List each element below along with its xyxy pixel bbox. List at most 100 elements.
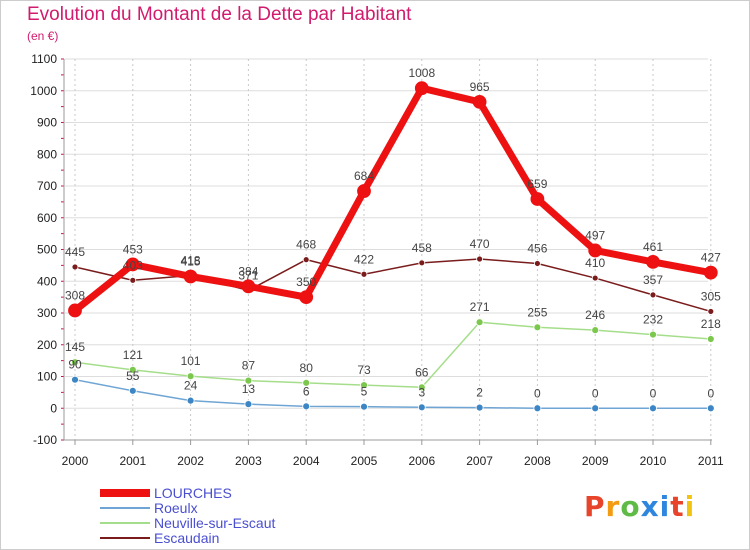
data-point bbox=[71, 358, 79, 367]
data-point bbox=[71, 263, 79, 271]
data-label: 13 bbox=[242, 382, 256, 396]
data-point bbox=[534, 260, 541, 267]
logo-letter: i bbox=[659, 490, 671, 523]
x-tick-label: 2001 bbox=[119, 454, 146, 468]
data-point bbox=[472, 94, 487, 109]
data-label: 456 bbox=[527, 241, 547, 255]
logo-letter: o bbox=[620, 490, 641, 523]
chart-legend: LOURCHESRoeulxNeuville-sur-EscautEscauda… bbox=[100, 485, 275, 546]
data-point bbox=[302, 256, 310, 264]
series-line bbox=[71, 84, 715, 314]
data-point bbox=[649, 291, 657, 299]
data-label: 410 bbox=[585, 256, 605, 270]
data-label: 101 bbox=[181, 354, 201, 368]
x-tick-label: 2005 bbox=[351, 454, 378, 468]
chart-unit-label: (en €) bbox=[27, 29, 59, 43]
data-label: 255 bbox=[527, 305, 547, 319]
data-point bbox=[241, 279, 256, 294]
data-point bbox=[128, 365, 137, 374]
data-label: 470 bbox=[470, 237, 490, 251]
data-point bbox=[414, 81, 429, 96]
x-tick-label: 2009 bbox=[582, 454, 609, 468]
data-label: 458 bbox=[412, 241, 432, 255]
chart-series bbox=[68, 81, 718, 413]
data-point bbox=[475, 403, 484, 412]
data-label: 121 bbox=[123, 348, 143, 362]
data-point bbox=[68, 303, 82, 318]
data-point bbox=[649, 330, 657, 339]
x-tick-label: 2010 bbox=[640, 454, 667, 468]
data-point bbox=[299, 290, 314, 305]
data-label: 415 bbox=[181, 254, 201, 268]
x-tick-label: 2011 bbox=[698, 454, 724, 468]
data-label: 5 bbox=[361, 385, 368, 399]
x-tick-label: 2000 bbox=[62, 454, 89, 468]
y-tick-label: 300 bbox=[37, 306, 57, 320]
data-label: 271 bbox=[470, 300, 490, 314]
data-label: 461 bbox=[643, 240, 663, 254]
data-label: 73 bbox=[357, 363, 371, 377]
data-point bbox=[417, 403, 426, 412]
y-tick-label: -100 bbox=[33, 433, 57, 447]
data-label: 87 bbox=[242, 359, 256, 373]
data-point bbox=[703, 265, 718, 280]
data-point bbox=[360, 270, 368, 278]
legend-label: LOURCHES bbox=[154, 485, 232, 501]
x-tick-label: 2008 bbox=[524, 454, 551, 468]
legend-label: Neuville-sur-Escaut bbox=[154, 515, 275, 531]
data-point bbox=[588, 243, 603, 258]
data-point bbox=[360, 381, 368, 389]
data-point bbox=[591, 326, 600, 335]
data-point bbox=[591, 274, 599, 282]
y-tick-label: 900 bbox=[37, 116, 57, 130]
data-point bbox=[476, 255, 484, 263]
data-label: 468 bbox=[296, 238, 316, 252]
data-point bbox=[646, 254, 660, 269]
y-tick-label: 1000 bbox=[30, 84, 57, 98]
data-label: 453 bbox=[123, 242, 143, 256]
data-label: 659 bbox=[527, 177, 547, 191]
data-point bbox=[125, 257, 140, 272]
data-label: 427 bbox=[701, 251, 721, 265]
x-tick-label: 2006 bbox=[408, 454, 435, 468]
data-point bbox=[183, 269, 198, 284]
data-label: 232 bbox=[643, 313, 663, 327]
data-label: 684 bbox=[354, 169, 374, 183]
data-point bbox=[706, 404, 715, 413]
data-point bbox=[530, 192, 545, 206]
data-label: 445 bbox=[65, 245, 85, 259]
data-point bbox=[533, 404, 542, 413]
data-label: 2 bbox=[476, 386, 483, 400]
data-label: 371 bbox=[238, 268, 258, 282]
series-line bbox=[74, 258, 712, 313]
data-label: 403 bbox=[123, 258, 143, 272]
data-label: 422 bbox=[354, 252, 374, 266]
data-label: 350 bbox=[296, 275, 316, 289]
data-label: 145 bbox=[65, 340, 85, 354]
data-point bbox=[707, 308, 715, 315]
data-label: 965 bbox=[470, 80, 490, 94]
x-tick-label: 2002 bbox=[177, 454, 204, 468]
y-tick-label: 600 bbox=[37, 211, 57, 225]
legend-label: Escaudain bbox=[154, 530, 219, 546]
data-label: 218 bbox=[701, 317, 721, 331]
data-point bbox=[706, 335, 715, 343]
chart-title: Evolution du Montant de la Dette par Hab… bbox=[27, 4, 412, 25]
y-tick-label: 100 bbox=[37, 370, 57, 384]
data-label: 80 bbox=[300, 361, 314, 375]
x-tick-label: 2004 bbox=[293, 454, 320, 468]
data-label: 1008 bbox=[408, 66, 435, 80]
data-point bbox=[302, 378, 311, 387]
data-point bbox=[244, 376, 253, 385]
series-line bbox=[74, 321, 712, 389]
legend-label: Roeulx bbox=[154, 500, 198, 516]
data-point bbox=[186, 372, 195, 381]
data-label: 0 bbox=[534, 386, 541, 400]
data-label: 0 bbox=[707, 386, 714, 400]
y-tick-label: 500 bbox=[37, 243, 57, 257]
data-label: 305 bbox=[701, 289, 721, 303]
logo-letter: t bbox=[670, 490, 685, 523]
x-tick-label: 2003 bbox=[235, 454, 262, 468]
y-tick-label: 800 bbox=[37, 147, 57, 161]
